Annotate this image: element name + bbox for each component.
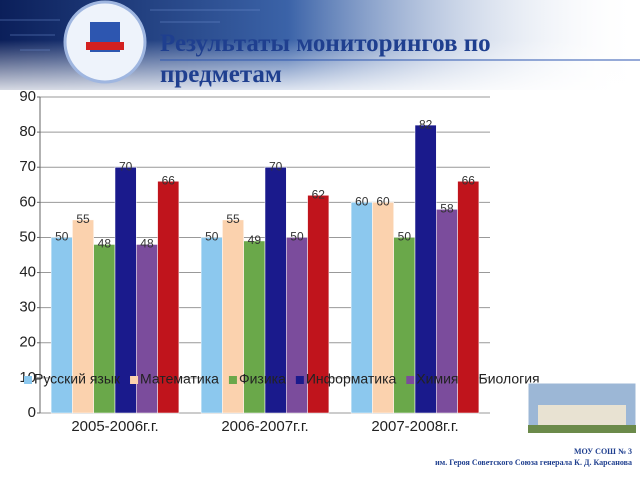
legend-swatch	[295, 376, 304, 384]
value-label: 55	[76, 212, 90, 226]
x-tick-label: 2005-2006г.г.	[71, 418, 158, 435]
school-ground	[528, 425, 636, 433]
bar	[136, 244, 158, 414]
value-label: 55	[226, 212, 240, 226]
value-label: 70	[119, 159, 133, 173]
legend-swatch	[406, 376, 415, 384]
value-label: 50	[290, 230, 304, 244]
value-label: 58	[440, 202, 454, 216]
title-box: Результаты мониторингов по предметам	[160, 30, 491, 88]
value-label: 50	[398, 230, 412, 244]
value-label: 60	[376, 195, 390, 209]
value-label: 50	[205, 230, 219, 244]
bar	[243, 240, 266, 414]
value-label: 62	[312, 187, 326, 201]
y-tick-label: 50	[19, 228, 36, 245]
y-tick-label: 20	[19, 334, 36, 351]
value-label: 66	[462, 173, 476, 187]
school-building	[538, 405, 626, 425]
circuit-lines	[0, 9, 260, 51]
x-tick-label: 2007-2008г.г.	[371, 418, 458, 435]
y-tick-label: 0	[28, 404, 36, 421]
bar	[307, 195, 330, 414]
bar	[93, 244, 116, 414]
y-tick-label: 40	[19, 264, 36, 281]
chart: 01020304050607080902005-2006г.г.50554870…	[19, 88, 539, 435]
legend-label: Информатика	[306, 371, 397, 387]
bar	[157, 181, 180, 414]
legend-swatch	[130, 376, 139, 384]
legend-label: Физика	[239, 371, 286, 387]
value-label: 66	[162, 173, 176, 187]
value-label: 60	[355, 195, 369, 209]
y-tick-label: 30	[19, 299, 36, 316]
legend-label: Химия	[416, 371, 458, 387]
logo-flag	[86, 42, 124, 50]
y-tick-label: 60	[19, 193, 36, 210]
legend-label: Математика	[140, 371, 219, 387]
bar	[286, 237, 308, 414]
legend-label: Биология	[479, 371, 540, 387]
value-label: 48	[140, 237, 154, 251]
chart-title: Результаты мониторингов по предметам	[160, 30, 491, 88]
bar	[457, 181, 480, 414]
legend-swatch	[468, 376, 477, 384]
school-dedication: им. Героя Советского Союза генерала К. Д…	[435, 458, 632, 467]
legend-label: Русский язык	[34, 371, 121, 387]
y-tick-label: 80	[19, 123, 36, 140]
school-name: МОУ СОШ № 3	[574, 447, 632, 456]
value-label: 70	[269, 159, 283, 173]
y-tick-label: 70	[19, 158, 36, 175]
value-label: 49	[248, 233, 262, 247]
value-label: 82	[419, 117, 433, 131]
x-tick-label: 2006-2007г.г.	[221, 418, 308, 435]
legend-swatch	[228, 376, 237, 384]
legend-swatch	[24, 376, 32, 384]
value-label: 48	[98, 237, 112, 251]
bar	[393, 237, 416, 414]
value-label: 50	[55, 230, 69, 244]
y-tick-label: 90	[19, 88, 36, 105]
